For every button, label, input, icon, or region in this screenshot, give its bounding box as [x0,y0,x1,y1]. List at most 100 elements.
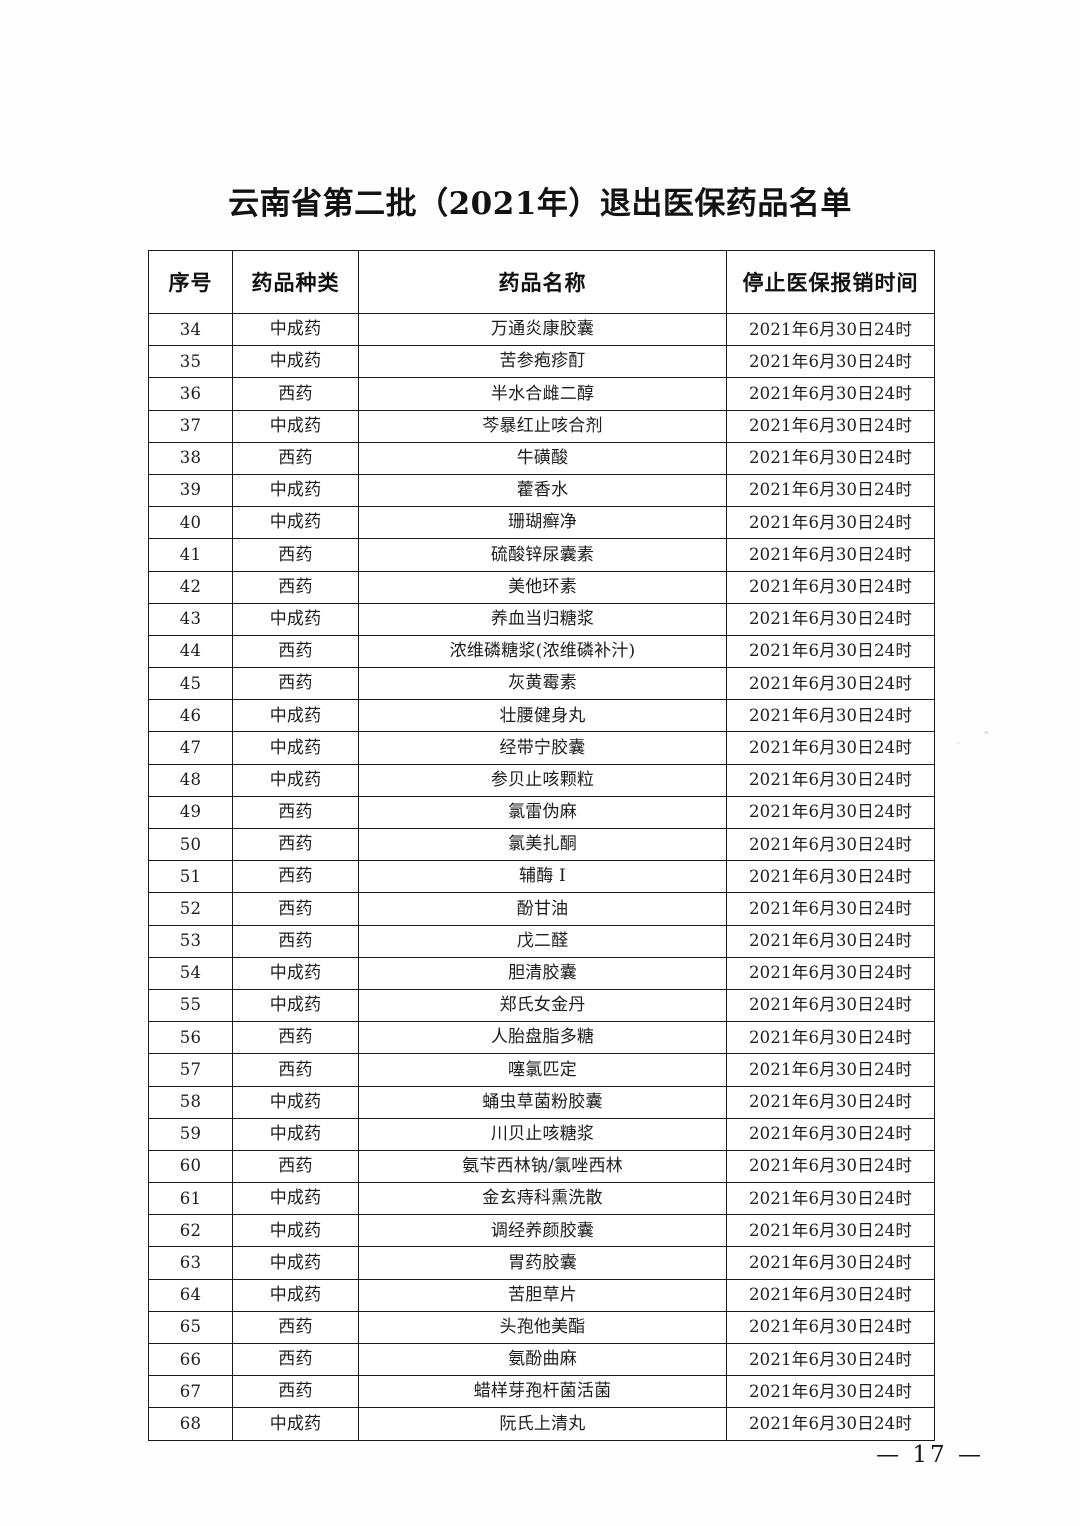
cell-index: 61 [148,1182,233,1216]
cell-index: 49 [148,795,233,830]
cell-name: 半水合雌二醇 [358,377,727,411]
cell-deadline: 2021年6月30日24时 [726,409,935,443]
cell-category: 西药 [232,795,359,830]
cell-name: 川贝止咳糖浆 [358,1117,727,1151]
cell-category: 中成药 [232,1278,359,1312]
cell-index: 37 [148,409,233,443]
cell-name: 珊瑚癣净 [358,506,727,540]
cell-name: 噻氯匹定 [358,1053,727,1087]
cell-name: 氯雷伪麻 [358,795,727,830]
cell-deadline: 2021年6月30日24时 [726,1182,935,1216]
column-header-category: 药品种类 [232,250,359,314]
cell-category: 中成药 [232,1214,359,1248]
table-header-row: 序号 药品种类 药品名称 停止医保报销时间 [148,250,935,314]
cell-deadline: 2021年6月30日24时 [726,1085,935,1119]
cell-category: 中成药 [232,312,359,347]
table-row: 43 中成药 养血当归糖浆 2021年6月30日24时 [148,602,935,636]
table-row: 46 中成药 壮腰健身丸 2021年6月30日24时 [148,699,935,733]
table-row: 54 中成药 胆清胶囊 2021年6月30日24时 [148,956,935,990]
cell-index: 52 [148,892,233,926]
cell-index: 67 [148,1375,233,1409]
table-row: 59 中成药 川贝止咳糖浆 2021年6月30日24时 [148,1117,935,1151]
cell-name: 浓维磷糖浆(浓维磷补汁) [358,634,727,669]
cell-name: 蛹虫草菌粉胶囊 [358,1085,727,1119]
cell-category: 西药 [232,1053,359,1087]
cell-deadline: 2021年6月30日24时 [726,345,935,379]
table-row: 35 中成药 苦参疱疹酊 2021年6月30日24时 [148,345,935,379]
cell-index: 36 [148,377,233,411]
cell-deadline: 2021年6月30日24时 [726,1021,935,1055]
cell-name: 胆清胶囊 [358,956,727,990]
table-row: 65 西药 头孢他美酯 2021年6月30日24时 [148,1310,935,1345]
cell-name: 硫酸锌尿囊素 [358,538,727,572]
cell-index: 54 [148,956,233,990]
table-row: 51 西药 辅酶 I 2021年6月30日24时 [148,860,935,894]
cell-name: 参贝止咳颗粒 [358,763,727,797]
cell-deadline: 2021年6月30日24时 [726,667,935,701]
cell-category: 西药 [232,570,359,604]
table-row: 41 西药 硫酸锌尿囊素 2021年6月30日24时 [148,538,935,572]
table-row: 48 中成药 参贝止咳颗粒 2021年6月30日24时 [148,763,935,797]
table-row: 55 中成药 郑氏女金丹 2021年6月30日24时 [148,988,935,1023]
table-row: 57 西药 噻氯匹定 2021年6月30日24时 [148,1053,935,1087]
cell-index: 56 [148,1021,233,1055]
cell-category: 西药 [232,1375,359,1409]
cell-category: 中成药 [232,345,359,379]
cell-index: 39 [148,473,233,508]
cell-category: 中成药 [232,1407,359,1441]
table-row: 63 中成药 胃药胶囊 2021年6月30日24时 [148,1246,935,1280]
cell-name: 蜡样芽孢杆菌活菌 [358,1375,727,1409]
cell-name: 辅酶 I [358,860,727,894]
cell-name: 郑氏女金丹 [358,988,727,1023]
cell-category: 中成药 [232,699,359,733]
table-row: 47 中成药 经带宁胶囊 2021年6月30日24时 [148,731,935,765]
column-header-deadline: 停止医保报销时间 [726,250,935,314]
table-row: 67 西药 蜡样芽孢杆菌活菌 2021年6月30日24时 [148,1375,935,1409]
cell-name: 壮腰健身丸 [358,699,727,733]
cell-name: 牛磺酸 [358,441,727,475]
cell-category: 中成药 [232,763,359,797]
cell-deadline: 2021年6月30日24时 [726,1278,935,1312]
cell-category: 西药 [232,1310,359,1345]
cell-category: 中成药 [232,1182,359,1216]
cell-index: 44 [148,634,233,669]
cell-index: 47 [148,731,233,765]
page-title: 云南省第二批（2021年）退出医保药品名单 [228,186,852,222]
cell-deadline: 2021年6月30日24时 [726,1310,935,1345]
cell-index: 38 [148,441,233,475]
cell-index: 40 [148,506,233,540]
drug-list-table-container: 序号 药品种类 药品名称 停止医保报销时间 34 中成药 万通炎康胶囊 2021年6月… [148,250,935,1441]
table-row: 58 中成药 蛹虫草菌粉胶囊 2021年6月30日24时 [148,1085,935,1119]
cell-name: 戊二醛 [358,924,727,958]
table-row: 64 中成药 苦胆草片 2021年6月30日24时 [148,1278,935,1312]
cell-index: 48 [148,763,233,797]
cell-index: 46 [148,699,233,733]
drug-list-table: 序号 药品种类 药品名称 停止医保报销时间 34 中成药 万通炎康胶囊 2021年6月… [148,250,935,1441]
cell-index: 51 [148,860,233,894]
cell-deadline: 2021年6月30日24时 [726,377,935,411]
cell-index: 43 [148,602,233,636]
column-header-index: 序号 [148,250,233,314]
cell-category: 西药 [232,1021,359,1055]
cell-category: 西药 [232,538,359,572]
cell-category: 西药 [232,667,359,701]
cell-index: 53 [148,924,233,958]
cell-deadline: 2021年6月30日24时 [726,1214,935,1248]
table-row: 56 西药 人胎盘脂多糖 2021年6月30日24时 [148,1021,935,1055]
cell-index: 65 [148,1310,233,1345]
cell-category: 中成药 [232,602,359,636]
cell-deadline: 2021年6月30日24时 [726,763,935,797]
cell-category: 中成药 [232,956,359,990]
scan-artifact-speck [984,731,989,734]
cell-deadline: 2021年6月30日24时 [726,441,935,475]
cell-category: 西药 [232,1342,359,1377]
cell-index: 57 [148,1053,233,1087]
cell-name: 金玄痔科熏洗散 [358,1182,727,1216]
cell-name: 万通炎康胶囊 [358,312,727,347]
cell-name: 苦参疱疹酊 [358,345,727,379]
cell-name: 养血当归糖浆 [358,602,727,636]
table-row: 53 西药 戊二醛 2021年6月30日24时 [148,924,935,958]
cell-name: 阮氏上清丸 [358,1407,727,1441]
cell-category: 中成药 [232,731,359,765]
